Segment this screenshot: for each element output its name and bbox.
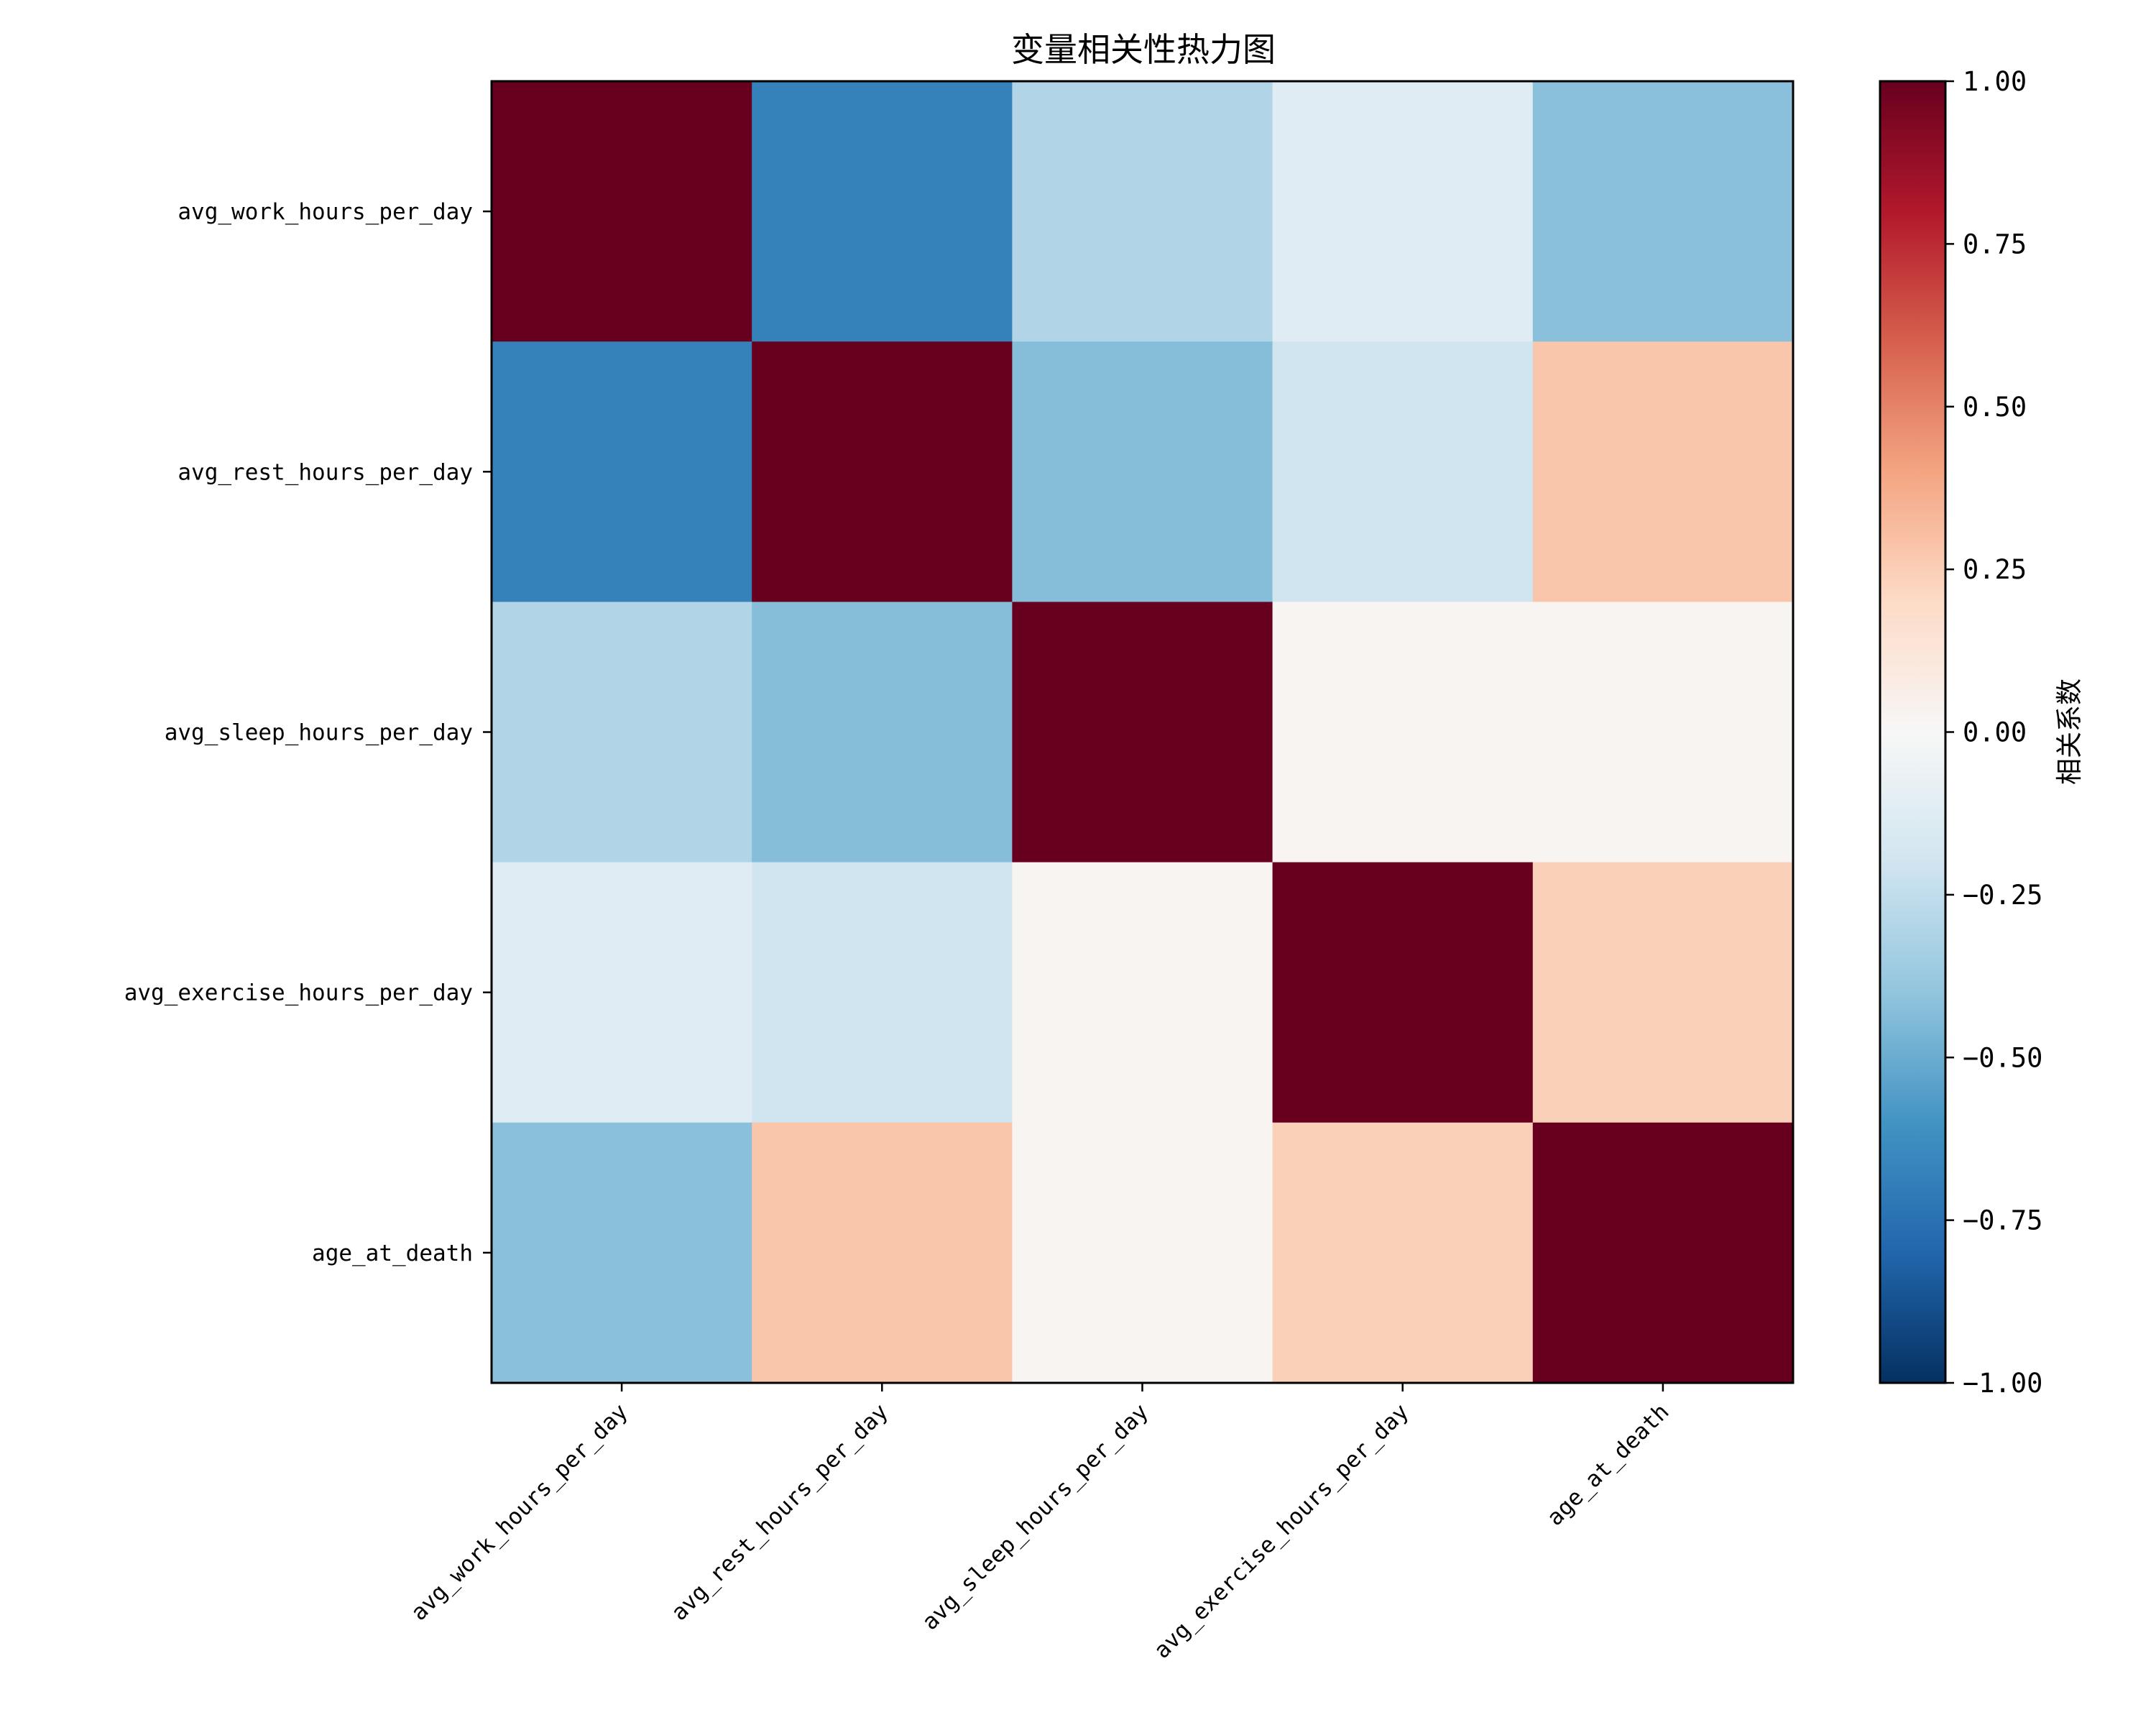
colorbar-tick-label-1: 0.75 bbox=[1963, 229, 2027, 259]
heatmap-cell-3-0 bbox=[492, 862, 752, 1123]
heatmap-cell-3-3 bbox=[1272, 862, 1534, 1123]
colorbar-fill bbox=[1880, 81, 1945, 1383]
heatmap-cell-0-2 bbox=[1012, 81, 1273, 342]
heatmap-cell-2-1 bbox=[752, 602, 1013, 863]
heatmap-cell-1-1 bbox=[752, 341, 1013, 602]
colorbar-label: 相关系数 bbox=[2054, 678, 2085, 785]
chart-title: 变量相关性热力图 bbox=[1011, 30, 1276, 69]
colorbar-tick-label-8: −1.00 bbox=[1963, 1368, 2042, 1399]
heatmap-cell-2-2 bbox=[1012, 602, 1273, 863]
heatmap-cells bbox=[492, 81, 1794, 1384]
x-tick-label-2: avg_sleep_hours_per_day bbox=[917, 1399, 1153, 1635]
x-tick-label-1: avg_rest_hours_per_day bbox=[666, 1399, 893, 1626]
heatmap-cell-0-4 bbox=[1532, 81, 1794, 342]
y-axis: avg_work_hours_per_day avg_rest_hours_per… bbox=[124, 199, 492, 1266]
heatmap-cell-4-0 bbox=[492, 1122, 752, 1384]
heatmap-cell-3-1 bbox=[752, 862, 1013, 1123]
heatmap-cell-4-4 bbox=[1532, 1122, 1794, 1384]
heatmap-cell-2-4 bbox=[1532, 602, 1794, 863]
heatmap-cell-3-4 bbox=[1532, 862, 1794, 1123]
heatmap-cell-1-4 bbox=[1532, 341, 1794, 602]
colorbar-tick-label-7: −0.75 bbox=[1963, 1205, 2042, 1236]
y-tick-label-0: avg_work_hours_per_day bbox=[178, 199, 473, 225]
colorbar-tick-label-3: 0.25 bbox=[1963, 554, 2027, 585]
heatmap-cell-0-0 bbox=[492, 81, 752, 342]
x-tick-label-0: avg_work_hours_per_day bbox=[406, 1399, 633, 1626]
colorbar-ticks: 1.00 0.75 0.50 0.25 0.00 −0.25 −0.50 −0.75 −1.00 bbox=[1945, 66, 2042, 1399]
colorbar-tick-label-0: 1.00 bbox=[1963, 66, 2027, 97]
heatmap-cell-4-1 bbox=[752, 1122, 1013, 1384]
heatmap-cell-1-0 bbox=[492, 341, 752, 602]
heatmap-cell-1-2 bbox=[1012, 341, 1273, 602]
heatmap-cell-1-3 bbox=[1272, 341, 1534, 602]
heatmap-cell-2-3 bbox=[1272, 602, 1534, 863]
heatmap-cell-0-3 bbox=[1272, 81, 1534, 342]
x-tick-label-3: avg_exercise_hours_per_day bbox=[1149, 1399, 1414, 1664]
colorbar-tick-label-2: 0.50 bbox=[1963, 392, 2027, 423]
x-tick-label-4: age_at_death bbox=[1542, 1399, 1674, 1531]
heatmap-cell-4-3 bbox=[1272, 1122, 1534, 1384]
y-tick-label-2: avg_sleep_hours_per_day bbox=[165, 720, 473, 746]
y-tick-label-1: avg_rest_hours_per_day bbox=[178, 459, 473, 485]
colorbar-tick-label-5: −0.25 bbox=[1963, 880, 2042, 911]
heatmap-cell-2-0 bbox=[492, 602, 752, 863]
heatmap-cell-3-2 bbox=[1012, 862, 1273, 1123]
colorbar-tick-label-4: 0.00 bbox=[1963, 717, 2027, 748]
y-tick-label-4: age_at_death bbox=[312, 1241, 473, 1266]
heatmap-cell-4-2 bbox=[1012, 1122, 1273, 1384]
x-axis: avg_work_hours_per_day avg_rest_hours_per… bbox=[406, 1383, 1674, 1664]
heatmap-cell-0-1 bbox=[752, 81, 1013, 342]
colorbar-tick-label-6: −0.50 bbox=[1963, 1042, 2042, 1073]
colorbar: 1.00 0.75 0.50 0.25 0.00 −0.25 −0.50 −0.75 −1.00… bbox=[1879, 66, 2085, 1399]
y-tick-label-3: avg_exercise_hours_per_day bbox=[124, 980, 473, 1006]
